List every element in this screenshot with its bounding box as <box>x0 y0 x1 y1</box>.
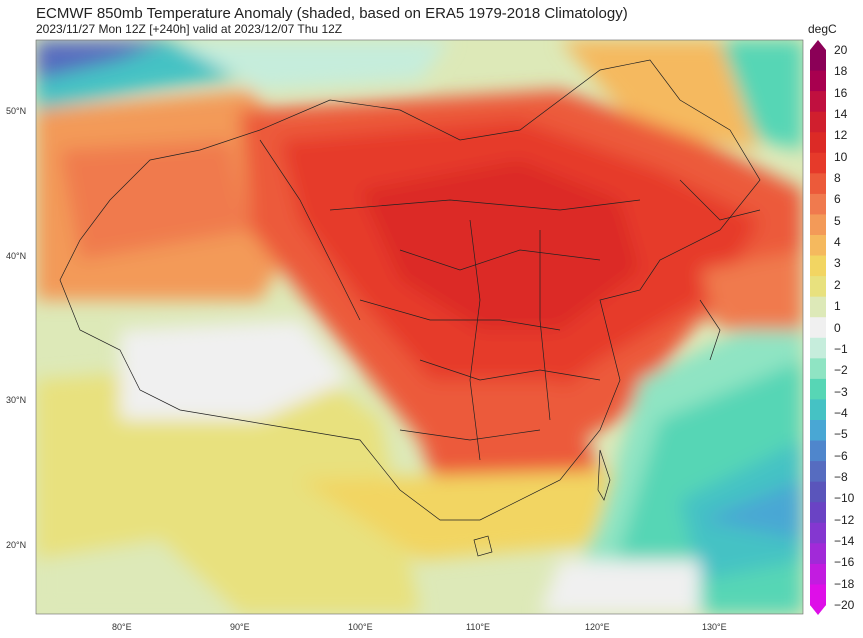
colorbar-tick-label: 12 <box>834 128 848 143</box>
map-title: ECMWF 850mb Temperature Anomaly (shaded,… <box>36 5 628 22</box>
colorbar-tick-label: 16 <box>834 85 848 100</box>
colorbar-swatch <box>810 502 826 524</box>
shaded-field <box>36 40 803 614</box>
colorbar-tick-label: 1 <box>834 299 841 314</box>
longitude-label: 110°E <box>466 622 490 632</box>
colorbar-swatch <box>810 235 826 257</box>
colorbar-swatch <box>810 399 826 421</box>
colorbar-tick-label: 18 <box>834 64 848 79</box>
colorbar-tick-label: −5 <box>834 427 848 442</box>
colorbar-tick-label: 10 <box>834 149 848 164</box>
colorbar-swatch <box>810 173 826 195</box>
longitude-label: 130°E <box>702 622 727 632</box>
colorbar-swatch <box>810 440 826 462</box>
colorbar <box>810 40 826 615</box>
map-subtitle: 2023/11/27 Mon 12Z [+240h] valid at 2023… <box>36 22 343 36</box>
colorbar-tick-label: −14 <box>834 533 855 548</box>
colorbar-swatch <box>810 461 826 483</box>
colorbar-swatch <box>810 317 826 339</box>
colorbar-swatch <box>810 152 826 174</box>
colorbar-swatch <box>810 584 826 606</box>
colorbar-max-arrow <box>810 40 826 50</box>
colorbar-tick-label: 4 <box>834 235 841 250</box>
colorbar-tick-label: −2 <box>834 363 848 378</box>
colorbar-tick-label: −8 <box>834 469 848 484</box>
colorbar-min-arrow <box>810 605 826 615</box>
colorbar-tick-label: −10 <box>834 491 855 506</box>
colorbar-tick-label: −1 <box>834 341 848 356</box>
colorbar-swatch <box>810 214 826 236</box>
colorbar-tick-label: −6 <box>834 448 848 463</box>
colorbar-swatch <box>810 296 826 318</box>
colorbar-tick-label: 2 <box>834 277 841 292</box>
colorbar-swatch <box>810 111 826 133</box>
longitude-label: 100°E <box>348 622 373 632</box>
colorbar-tick-label: −4 <box>834 405 848 420</box>
colorbar-tick-label: 3 <box>834 256 841 271</box>
colorbar-tick-label: 6 <box>834 192 841 207</box>
colorbar-tick-label: −18 <box>834 576 855 591</box>
colorbar-swatch <box>810 50 826 72</box>
colorbar-swatch <box>810 420 826 442</box>
colorbar-unit: degC <box>808 22 837 36</box>
colorbar-swatch <box>810 70 826 92</box>
colorbar-swatch <box>810 91 826 113</box>
colorbar-tick-label: 5 <box>834 213 841 228</box>
latitude-label: 50°N <box>6 106 27 116</box>
longitude-label: 120°E <box>585 622 610 632</box>
colorbar-tick-label: 8 <box>834 171 841 186</box>
longitude-label: 80°E <box>112 622 132 632</box>
colorbar-swatch <box>810 276 826 298</box>
colorbar-tick-label: −12 <box>834 512 855 527</box>
latitude-label: 40°N <box>6 251 27 261</box>
colorbar-tick-label: 14 <box>834 107 848 122</box>
colorbar-swatch <box>810 193 826 215</box>
colorbar-tick-label: −16 <box>834 555 855 570</box>
colorbar-swatch <box>810 481 826 503</box>
colorbar-swatch <box>810 337 826 359</box>
colorbar-swatch <box>810 358 826 380</box>
colorbar-tick-label: −20 <box>834 598 855 612</box>
colorbar-swatch <box>810 543 826 565</box>
colorbar-swatch <box>810 378 826 400</box>
borders <box>59 59 761 557</box>
colorbar-tick-label: 0 <box>834 320 841 335</box>
colorbar-swatch <box>810 255 826 277</box>
colorbar-swatch <box>810 522 826 544</box>
colorbar-swatch <box>810 132 826 154</box>
latitude-label: 30°N <box>6 395 27 405</box>
longitude-label: 90°E <box>230 622 250 632</box>
latitude-label: 20°N <box>6 540 27 550</box>
colorbar-tick-label: −3 <box>834 384 848 399</box>
colorbar-swatch <box>810 563 826 585</box>
colorbar-tick-label: 20 <box>834 43 848 57</box>
